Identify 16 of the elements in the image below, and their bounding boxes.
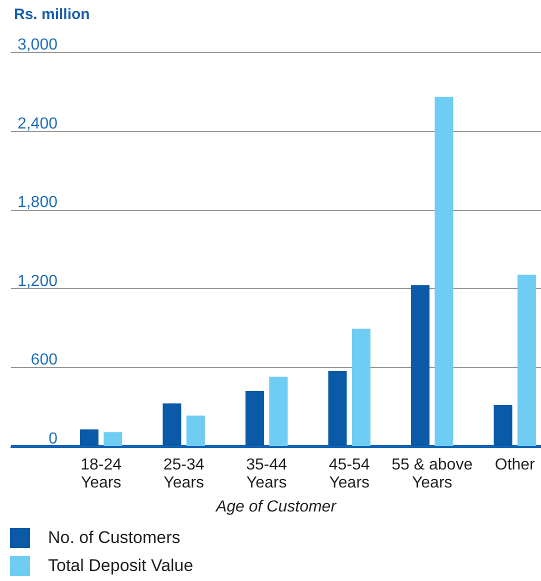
- y-tick-label: 1,800: [17, 194, 58, 212]
- legend-label: No. of Customers: [48, 528, 180, 547]
- legend-label: Total Deposit Value: [48, 556, 194, 575]
- x-axis-title: Age of Customer: [214, 498, 337, 516]
- x-tick-label: 35-44 Years: [246, 456, 288, 492]
- x-tick-label: 25-34 Years: [163, 456, 204, 492]
- x-tick-label: 55 & above Years: [392, 456, 473, 492]
- y-tick-label: 3,000: [17, 36, 58, 54]
- y-axis-title: Rs. million: [14, 6, 90, 23]
- y-tick-label: 600: [30, 352, 58, 369]
- x-tick-label: Other: [494, 456, 536, 474]
- y-tick-label: 1,200: [17, 272, 58, 290]
- x-tick-label: 45-54 Years: [328, 456, 370, 492]
- y-tick-label: 2,400: [17, 115, 58, 132]
- y-tick-label: 0: [48, 430, 58, 448]
- x-tick-label: 18-24 Years: [80, 456, 122, 492]
